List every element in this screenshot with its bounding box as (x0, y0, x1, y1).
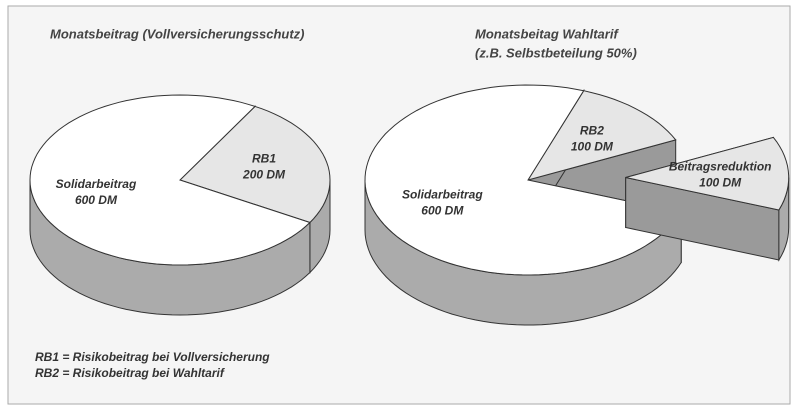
slice-label: RB2 (580, 124, 604, 138)
slice-label: Beitragsreduktion (669, 159, 772, 173)
value-label: 600 DM (75, 193, 118, 207)
chart-title: Monatsbeitag Wahltarif (475, 26, 619, 41)
slice-label: RB1 (252, 151, 276, 165)
value-label: 200 DM (242, 167, 286, 181)
slice (179, 105, 331, 224)
chart-subtitle: (z.B. Selbstbeteilung 50%) (475, 45, 637, 60)
footnote: RB2 = Risikobeitrag bei Wahltarif (35, 366, 225, 380)
value-label: 100 DM (699, 175, 742, 189)
slice (364, 84, 683, 276)
slice (29, 94, 311, 266)
chart-title: Monatsbeitrag (Vollversicherungsschutz) (50, 26, 305, 41)
value-label: 600 DM (421, 203, 464, 217)
slice-label: Solidarbeitrag (56, 177, 137, 191)
slice (625, 136, 790, 211)
value-label: 100 DM (571, 140, 614, 154)
slice (526, 90, 677, 181)
slice-label: Solidarbeitrag (402, 187, 483, 201)
footnote: RB1 = Risikobeitrag bei Vollversicherung (35, 350, 270, 364)
